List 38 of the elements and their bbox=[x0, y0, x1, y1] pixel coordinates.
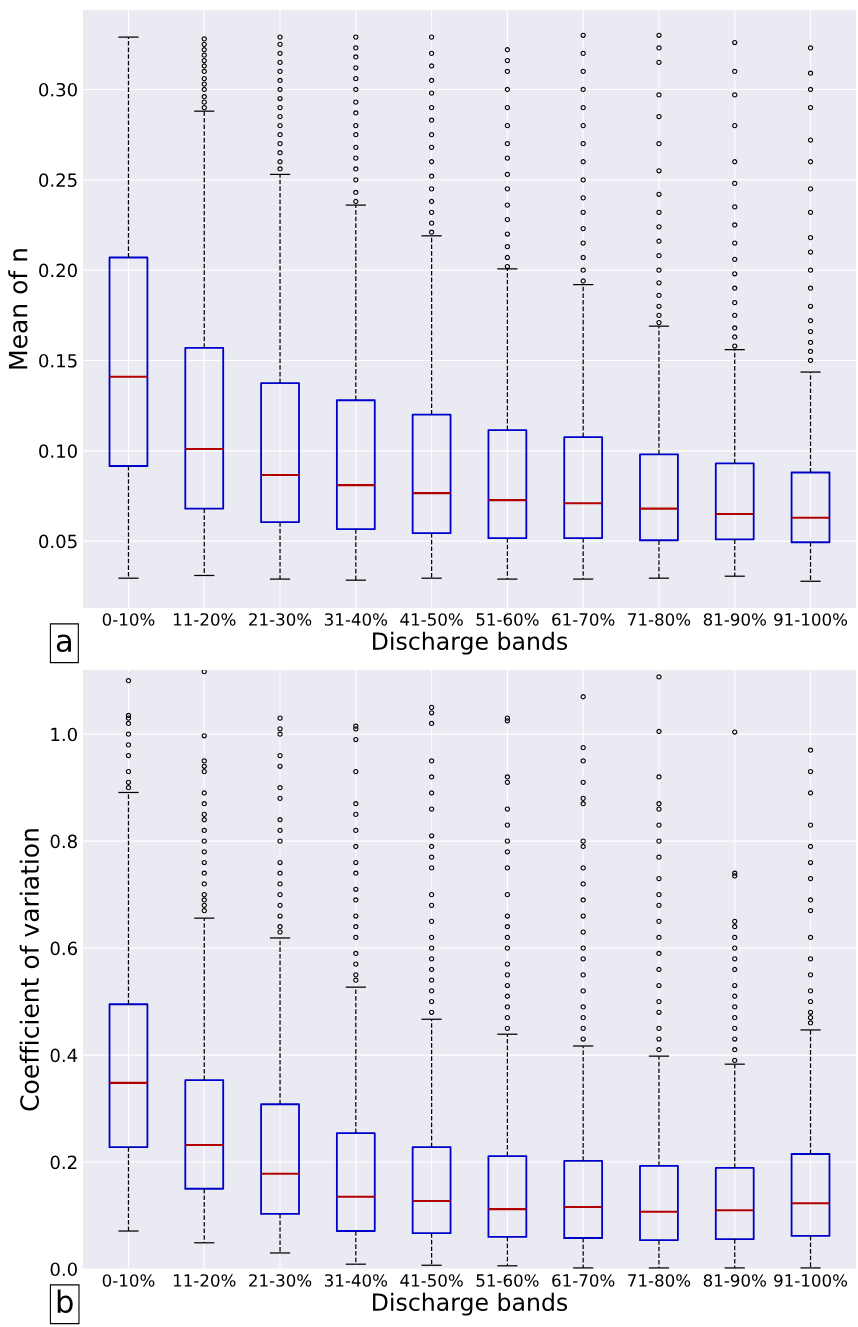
x-tick-label: 41-50% bbox=[400, 1274, 463, 1287]
y-axis-title: Coefficient of variation bbox=[19, 829, 40, 1111]
x-tick-label: 21-30% bbox=[249, 1274, 312, 1287]
x-tick-label: 0-10% bbox=[102, 1274, 155, 1287]
x-tick-label: 71-80% bbox=[628, 1274, 691, 1287]
x-tick-label: 71-80% bbox=[628, 613, 691, 626]
y-tick-label: 0.8 bbox=[50, 834, 77, 849]
y-tick-label: 0.0 bbox=[50, 1262, 77, 1277]
y-tick-label: 0.4 bbox=[50, 1048, 78, 1063]
x-tick-label: 91-100% bbox=[774, 613, 848, 626]
y-tick-label: 0.05 bbox=[39, 534, 77, 549]
x-tick-label: 11-20% bbox=[173, 1274, 236, 1287]
x-tick-label: 61-70% bbox=[552, 613, 615, 626]
x-tick-label: 51-60% bbox=[476, 1274, 539, 1287]
x-tick-label: 91-100% bbox=[774, 1274, 848, 1287]
y-tick-label: 0.30 bbox=[39, 82, 77, 97]
x-axis-title: Discharge bands bbox=[373, 1292, 568, 1316]
x-tick-label: 81-90% bbox=[703, 613, 766, 626]
text: a bbox=[56, 634, 71, 653]
y-tick-label: 0.25 bbox=[39, 173, 77, 187]
x-tick-label: 11-20% bbox=[173, 613, 236, 626]
x-axis-title: Discharge bands bbox=[373, 631, 568, 655]
y-tick-label: 0.15 bbox=[39, 353, 77, 368]
y-tick-label: 0.6 bbox=[50, 941, 77, 956]
y-tick-label: 1.0 bbox=[51, 727, 77, 742]
x-tick-label: 0-10% bbox=[102, 613, 155, 626]
y-tick-label: 0.10 bbox=[39, 444, 77, 458]
x-tick-label: 41-50% bbox=[400, 613, 463, 626]
x-tick-label: 81-90% bbox=[703, 1274, 766, 1287]
y-tick-label: 0.2 bbox=[50, 1155, 77, 1170]
x-tick-label: 31-40% bbox=[324, 613, 388, 626]
x-tick-label: 61-70% bbox=[552, 1274, 615, 1287]
y-axis-title: Mean of n bbox=[8, 249, 28, 369]
x-tick-label: 21-30% bbox=[249, 613, 312, 626]
x-tick-label: 51-60% bbox=[476, 613, 539, 626]
text: b bbox=[57, 1289, 73, 1314]
x-tick-label: 31-40% bbox=[324, 1274, 388, 1287]
y-tick-label: 0.20 bbox=[39, 263, 77, 278]
